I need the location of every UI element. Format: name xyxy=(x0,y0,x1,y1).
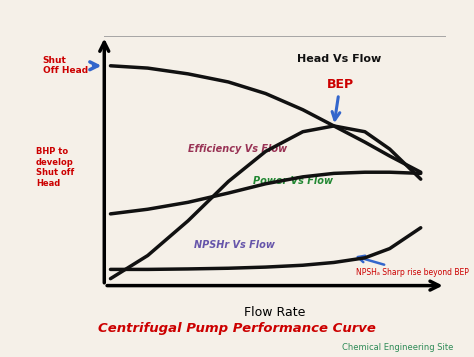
Text: Centrifugal Pump Performance Curve: Centrifugal Pump Performance Curve xyxy=(98,322,376,335)
Text: Flow Rate: Flow Rate xyxy=(244,306,306,318)
Text: NPSHr Vs Flow: NPSHr Vs Flow xyxy=(194,240,275,250)
Text: NPSHₐ Sharp rise beyond BEP: NPSHₐ Sharp rise beyond BEP xyxy=(356,256,468,277)
Text: Shut
Off Head: Shut Off Head xyxy=(43,56,98,75)
Text: BHP to
develop
Shut off
Head: BHP to develop Shut off Head xyxy=(36,147,74,188)
Text: Chemical Engineering Site: Chemical Engineering Site xyxy=(343,343,454,352)
Text: Efficiency Vs Flow: Efficiency Vs Flow xyxy=(188,144,287,154)
Text: Head Vs Flow: Head Vs Flow xyxy=(297,54,381,64)
Text: BEP: BEP xyxy=(327,78,354,120)
Text: Power Vs Flow: Power Vs Flow xyxy=(253,176,333,186)
